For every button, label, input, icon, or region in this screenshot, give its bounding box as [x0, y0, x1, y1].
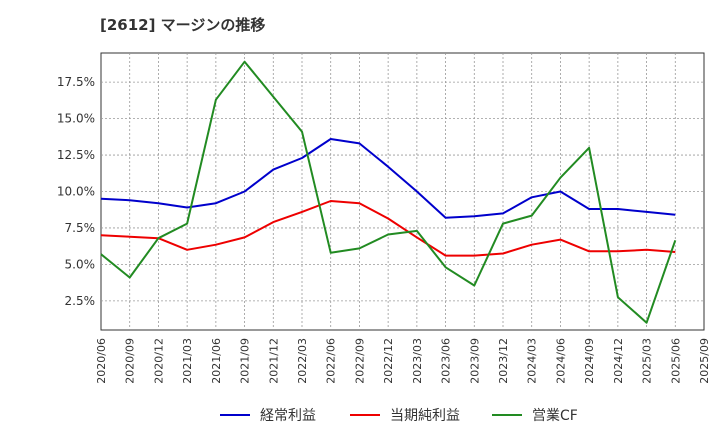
x-tick-label: 2021/03	[181, 338, 194, 384]
series-lines	[100, 60, 677, 324]
x-tick-label: 2022/09	[353, 338, 366, 384]
y-tick-label: 15.0%	[57, 112, 95, 126]
x-tick-label: 2021/06	[210, 338, 223, 384]
legend-item: 経常利益	[220, 403, 316, 427]
series-line-3	[100, 60, 677, 324]
x-tick-label: 2022/03	[296, 338, 309, 384]
legend-item: 当期純利益	[350, 403, 460, 427]
x-axis-tick-labels: 2020/06 2020/09 2020/12 2021/03 2021/06 2021/…	[95, 338, 711, 384]
legend-swatch	[492, 414, 522, 416]
series-line-1	[100, 138, 676, 219]
x-tick-label: 2024/03	[526, 338, 539, 384]
x-tick-label: 2021/12	[267, 338, 280, 384]
legend-item: 営業CF	[492, 403, 578, 427]
legend-label: 経常利益	[260, 408, 316, 424]
y-tick-label: 7.5%	[65, 221, 96, 235]
series-line-2	[100, 200, 676, 257]
x-tick-label: 2020/12	[152, 338, 165, 384]
legend-swatch	[220, 414, 250, 416]
x-tick-label: 2023/09	[468, 338, 481, 384]
y-tick-label: 17.5%	[57, 75, 95, 89]
x-tick-label: 2024/09	[583, 338, 596, 384]
x-tick-label: 2024/12	[612, 338, 625, 384]
y-tick-label: 10.0%	[57, 185, 95, 199]
x-tick-label: 2025/09	[698, 338, 711, 384]
x-tick-label: 2020/09	[124, 338, 137, 384]
legend-label: 当期純利益	[390, 408, 460, 424]
legend-label: 営業CF	[532, 408, 578, 424]
x-tick-label: 2022/06	[325, 338, 338, 384]
x-tick-label: 2023/12	[497, 338, 510, 384]
x-tick-label: 2023/06	[440, 338, 453, 384]
x-tick-label: 2021/09	[239, 338, 252, 384]
legend-swatch	[350, 414, 380, 416]
x-tick-label: 2022/12	[382, 338, 395, 384]
x-tick-label: 2023/03	[411, 338, 424, 384]
x-tick-label: 2025/06	[669, 338, 682, 384]
y-tick-label: 5.0%	[65, 257, 96, 271]
y-tick-label: 12.5%	[57, 148, 95, 162]
x-tick-label: 2025/03	[641, 338, 654, 384]
y-axis-tick-labels: 2.5% 5.0% 7.5% 10.0% 12.5% 15.0% 17.5%	[57, 75, 95, 308]
x-tick-label: 2020/06	[95, 338, 108, 384]
y-tick-label: 2.5%	[65, 294, 96, 308]
chart-title: [2612] マージンの推移	[100, 16, 266, 34]
x-tick-label: 2024/06	[554, 338, 567, 384]
legend: 経常利益 当期純利益 営業CF	[0, 403, 720, 427]
